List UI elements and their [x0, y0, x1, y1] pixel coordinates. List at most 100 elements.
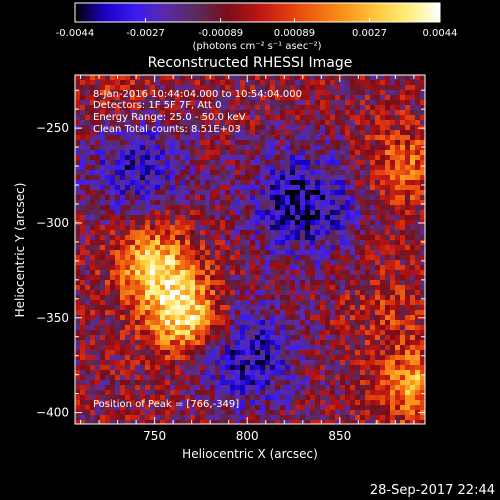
heatmap-cell [275, 315, 280, 320]
heatmap-cell [155, 315, 160, 320]
heatmap-cell [390, 320, 395, 325]
heatmap-cell [185, 240, 190, 245]
heatmap-cell [160, 290, 165, 295]
heatmap-cell [350, 400, 355, 405]
heatmap-cell [300, 220, 305, 225]
heatmap-cell [130, 345, 135, 350]
heatmap-cell [225, 110, 230, 115]
heatmap-cell [95, 135, 100, 140]
heatmap-cell [85, 185, 90, 190]
heatmap-cell [250, 210, 255, 215]
heatmap-cell [240, 210, 245, 215]
heatmap-cell [110, 225, 115, 230]
heatmap-cell [365, 390, 370, 395]
heatmap-cell [310, 385, 315, 390]
heatmap-cell [395, 390, 400, 395]
heatmap-cell [185, 355, 190, 360]
heatmap-cell [110, 230, 115, 235]
heatmap-cell [180, 375, 185, 380]
heatmap-cell [90, 90, 95, 95]
heatmap-cell [380, 170, 385, 175]
heatmap-cell [255, 220, 260, 225]
heatmap-cell [230, 300, 235, 305]
heatmap-cell [365, 290, 370, 295]
heatmap-cell [195, 325, 200, 330]
heatmap-cell [250, 305, 255, 310]
heatmap-cell [275, 365, 280, 370]
heatmap-cell [345, 195, 350, 200]
heatmap-cell [150, 155, 155, 160]
heatmap-cell [135, 225, 140, 230]
heatmap-cell [285, 275, 290, 280]
heatmap-cell [350, 95, 355, 100]
heatmap-cell [205, 240, 210, 245]
heatmap-cell [215, 75, 220, 80]
heatmap-cell [140, 250, 145, 255]
heatmap-cell [355, 415, 360, 420]
heatmap-cell [115, 200, 120, 205]
heatmap-cell [225, 310, 230, 315]
heatmap-cell [315, 395, 320, 400]
heatmap-cell [320, 200, 325, 205]
heatmap-cell [350, 120, 355, 125]
heatmap-cell [120, 285, 125, 290]
heatmap-cell [255, 300, 260, 305]
heatmap-cell [235, 240, 240, 245]
heatmap-cell [220, 100, 225, 105]
heatmap-cell [220, 315, 225, 320]
heatmap-cell [275, 105, 280, 110]
heatmap-cell [85, 160, 90, 165]
heatmap-cell [140, 300, 145, 305]
heatmap-cell [285, 310, 290, 315]
heatmap-cell [215, 150, 220, 155]
heatmap-cell [190, 175, 195, 180]
heatmap-cell [290, 410, 295, 415]
heatmap-cell [260, 370, 265, 375]
heatmap-cell [350, 150, 355, 155]
heatmap-cell [125, 385, 130, 390]
heatmap-cell [345, 260, 350, 265]
heatmap-cell [130, 315, 135, 320]
heatmap-cell [185, 95, 190, 100]
heatmap-cell [325, 265, 330, 270]
heatmap-cell [285, 180, 290, 185]
heatmap-cell [110, 110, 115, 115]
heatmap-cell [320, 115, 325, 120]
heatmap-cell [380, 395, 385, 400]
heatmap-cell [170, 415, 175, 420]
heatmap-cell [165, 220, 170, 225]
heatmap-cell [270, 295, 275, 300]
heatmap-cell [140, 390, 145, 395]
heatmap-cell [215, 315, 220, 320]
heatmap-cell [110, 115, 115, 120]
heatmap-cell [205, 180, 210, 185]
heatmap-cell [135, 410, 140, 415]
heatmap-cell [275, 380, 280, 385]
heatmap-cell [395, 385, 400, 390]
heatmap-cell [355, 155, 360, 160]
heatmap-cell [370, 115, 375, 120]
heatmap-cell [275, 395, 280, 400]
heatmap-cell [270, 110, 275, 115]
heatmap-cell [300, 80, 305, 85]
heatmap-cell [175, 125, 180, 130]
heatmap-cell [320, 150, 325, 155]
heatmap-cell [365, 155, 370, 160]
heatmap-cell [380, 305, 385, 310]
heatmap-cell [105, 270, 110, 275]
heatmap-cell [345, 215, 350, 220]
heatmap-cell [420, 325, 425, 330]
heatmap-cell [330, 105, 335, 110]
heatmap-cell [315, 165, 320, 170]
heatmap-cell [105, 410, 110, 415]
heatmap-cell [280, 165, 285, 170]
heatmap-cell [290, 335, 295, 340]
heatmap-cell [230, 295, 235, 300]
heatmap-cell [265, 320, 270, 325]
heatmap-cell [410, 320, 415, 325]
heatmap-cell [325, 305, 330, 310]
heatmap-cell [210, 300, 215, 305]
heatmap-cell [275, 335, 280, 340]
heatmap-cell [175, 195, 180, 200]
heatmap-cell [235, 210, 240, 215]
